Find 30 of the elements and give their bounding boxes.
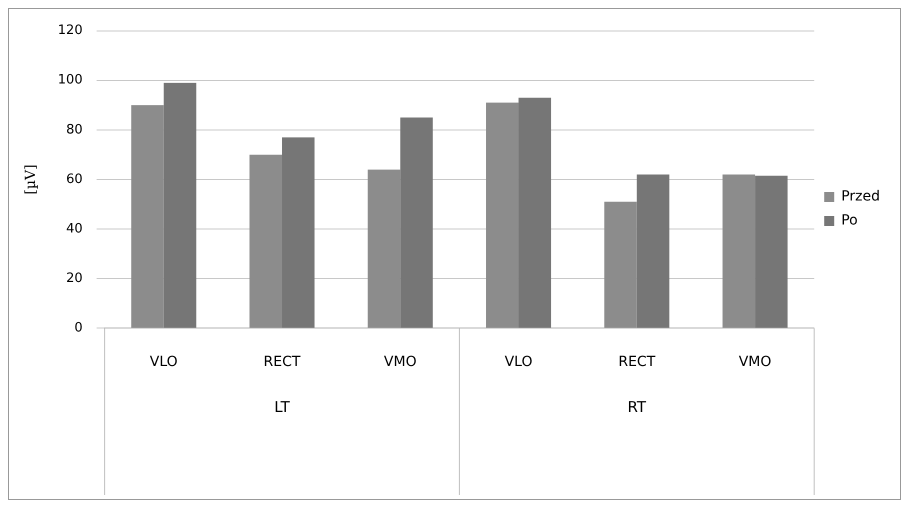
- y-axis-title: [µV]: [23, 164, 40, 195]
- bar: [400, 118, 433, 328]
- legend-label: Przed: [841, 188, 880, 205]
- bar: [282, 137, 315, 328]
- bar: [164, 82, 196, 328]
- y-tick-label: 120: [58, 23, 83, 38]
- bar: [722, 174, 756, 328]
- y-tick-label: 0: [74, 320, 83, 336]
- bar: [518, 98, 552, 328]
- text: RT: [628, 398, 647, 416]
- y-tick-label: 20: [66, 271, 83, 286]
- y-tick-label: 80: [66, 122, 83, 138]
- bar: [368, 170, 400, 328]
- x-tick-label: RECT: [264, 354, 301, 370]
- x-tick-label: VLO: [150, 354, 178, 370]
- bar: [486, 102, 519, 328]
- x-tick-label: RECT: [618, 354, 656, 370]
- y-tick-label: 40: [66, 221, 83, 236]
- x-tick-label: VMO: [384, 354, 417, 370]
- legend-label: Po: [841, 212, 858, 229]
- bar: [755, 176, 788, 328]
- bar: [131, 105, 164, 328]
- bar: [249, 154, 282, 328]
- text: LT: [274, 398, 291, 416]
- bar: [636, 174, 670, 328]
- x-tick-label: VLO: [504, 354, 532, 370]
- y-tick-label: 60: [66, 172, 83, 187]
- x-tick-label: VMO: [738, 354, 772, 370]
- y-tick-label: 100: [58, 72, 83, 88]
- bar: [604, 202, 637, 328]
